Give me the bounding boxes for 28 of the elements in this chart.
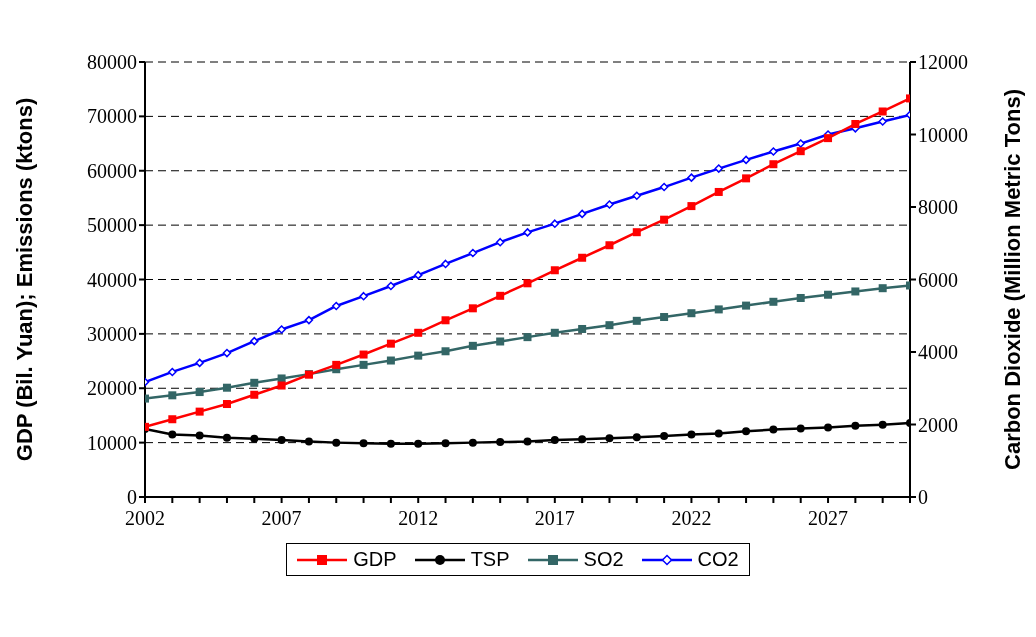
y-tick-label: 70000 [87,105,137,128]
x-tick-label: 2012 [398,507,439,530]
y-axis-title: GDP (Bil. Yuan); Emissions (ktons) [11,97,37,462]
y-tick-label: 60000 [87,159,137,182]
legend-label: GDP [353,548,397,571]
y2-axis-title: Carbon Dioxide (Million Metric Tons) [999,89,1025,470]
y-tick-label: 80000 [87,51,137,74]
y2-tick-label: 2000 [918,413,958,436]
x-tick-label: 2002 [125,507,165,530]
x-tick-label: 2017 [534,507,575,530]
y2-tick-label: 4000 [918,341,958,364]
y-tick-label: 30000 [87,322,137,345]
x-tick-label: 2022 [671,507,712,530]
legend-label: CO2 [697,548,739,571]
y2-tick-label: 10000 [918,123,968,146]
x-tick-label: 2007 [261,507,302,530]
y2-tick-label: 0 [918,486,928,509]
y-tick-label: 20000 [87,377,137,400]
x-tick-label: 2027 [808,507,849,530]
legend-label: TSP [470,548,510,571]
legend-label: SO2 [583,548,624,571]
y2-tick-label: 6000 [918,268,958,291]
y-tick-label: 50000 [87,214,137,237]
y2-tick-label: 8000 [918,196,958,219]
y-tick-label: 10000 [87,431,137,454]
y-tick-label: 0 [127,486,137,509]
y2-tick-label: 12000 [918,51,968,74]
y-tick-label: 40000 [87,268,137,291]
